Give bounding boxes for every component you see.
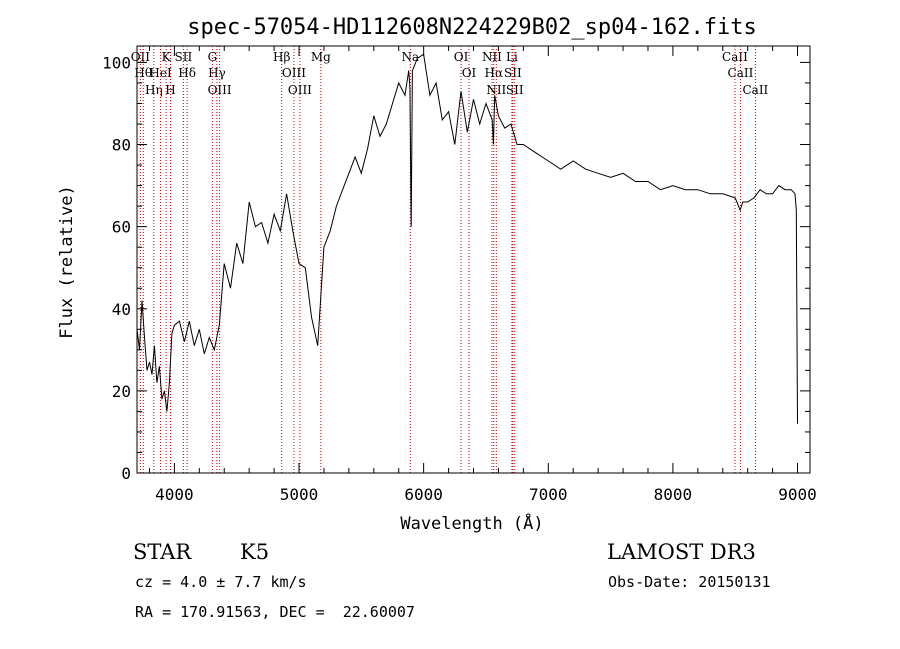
- x-tick-label: 7000: [529, 485, 568, 504]
- line-marker-label: SII: [506, 83, 524, 97]
- line-marker-label: K: [162, 50, 172, 64]
- line-marker-label: CaII: [742, 83, 768, 97]
- line-marker-label: SII: [504, 66, 522, 80]
- line-marker-label: CaII: [728, 66, 754, 80]
- line-marker-label: H: [165, 83, 175, 97]
- y-tick-label: 0: [121, 464, 131, 483]
- x-tick-label: 9000: [778, 485, 817, 504]
- y-tick-label: 20: [112, 382, 131, 401]
- line-marker-label: Hβ: [273, 50, 290, 64]
- line-marker-label: Hδ: [178, 66, 196, 80]
- survey-name: LAMOST DR3: [607, 540, 756, 564]
- line-marker-label: NII: [482, 50, 502, 64]
- object-subclass: K5: [240, 540, 270, 564]
- chart-title: spec-57054-HD112608N224229B02_sp04-162.f…: [187, 15, 757, 40]
- line-marker-label: CaII: [722, 50, 748, 64]
- line-marker-label: NII: [486, 83, 506, 97]
- y-axis: 0 20 40 60 80 100: [102, 53, 810, 483]
- x-tick-label: 8000: [654, 485, 693, 504]
- line-marker-label: OII: [131, 50, 151, 64]
- line-marker-label: HeI: [149, 66, 172, 80]
- line-marker-label: OI: [462, 66, 477, 80]
- line-marker-label: OIII: [208, 83, 232, 97]
- observation-date: Obs-Date: 20150131: [608, 573, 771, 591]
- x-tick-label: 5000: [280, 485, 319, 504]
- x-tick-label: 4000: [155, 485, 194, 504]
- line-marker-label: Mg: [311, 50, 331, 64]
- line-marker-label: Li: [506, 50, 518, 64]
- x-axis-label: Wavelength (Å): [400, 512, 543, 534]
- y-axis-label: Flux (relative): [57, 185, 77, 339]
- redshift-value: cz = 4.0 ± 7.7 km/s: [135, 573, 307, 591]
- y-tick-label: 60: [112, 218, 131, 237]
- emission-line-markers: OII Hθ Hη HeI K H SII Hδ G Hγ OIII Hβ OIII OIII Mg Na OI…: [131, 46, 769, 473]
- line-marker-label: Hγ: [208, 66, 226, 80]
- line-marker-label: OIII: [288, 83, 312, 97]
- y-tick-label: 80: [112, 136, 131, 155]
- y-tick-label: 100: [102, 53, 131, 72]
- x-tick-label: 6000: [404, 485, 443, 504]
- line-marker-label: SII: [175, 50, 193, 64]
- sky-coordinates: RA = 170.91563, DEC = 22.60007: [135, 603, 415, 621]
- line-marker-label: Hη: [145, 83, 163, 97]
- line-marker-label: OI: [454, 50, 469, 64]
- line-marker-label: Hα: [485, 66, 504, 80]
- line-marker-label: Hθ: [134, 66, 152, 80]
- plot-frame: [136, 45, 811, 474]
- y-tick-label: 40: [112, 300, 131, 319]
- object-class: STAR: [133, 540, 192, 564]
- spectrum-line: [136, 53, 798, 424]
- line-marker-label: G: [208, 50, 218, 64]
- line-marker-label: OIII: [282, 66, 306, 80]
- x-axis: 4000 5000 6000 7000 8000 9000: [148, 46, 817, 504]
- line-marker-label: Na: [401, 50, 419, 64]
